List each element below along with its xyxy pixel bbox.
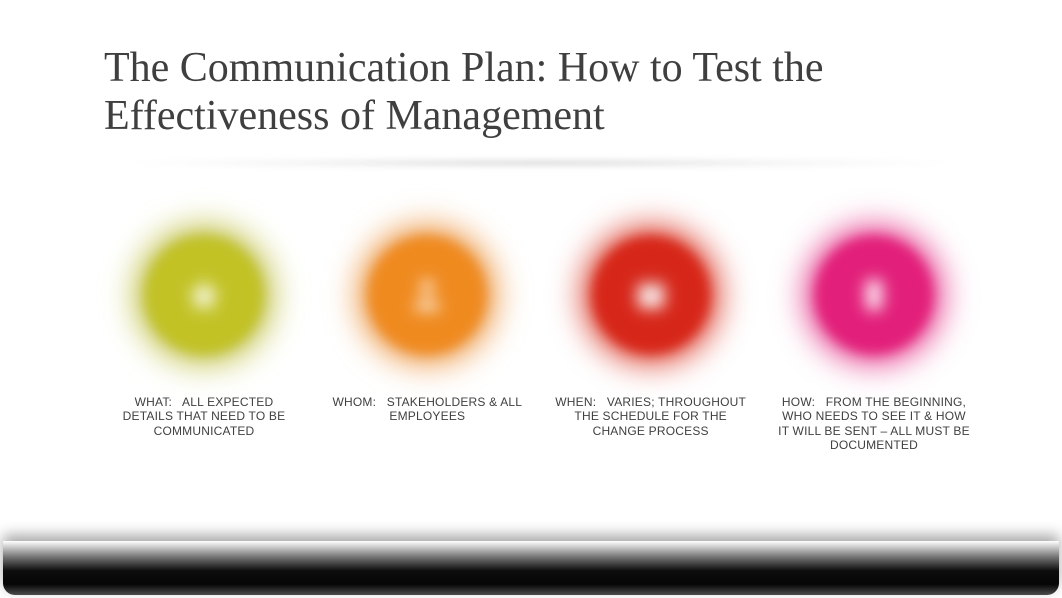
document-icon bbox=[854, 275, 894, 315]
item-what: WHAT: ALL EXPECTED DETAILS THAT NEED TO … bbox=[104, 215, 304, 453]
circle-core bbox=[593, 237, 709, 353]
bottom-bar bbox=[3, 541, 1059, 595]
circle-whom bbox=[347, 215, 507, 375]
circle-when bbox=[571, 215, 731, 375]
caption-how: HOW: FROM THE BEGINNING, WHO NEEDS TO SE… bbox=[774, 395, 974, 453]
circle-how bbox=[794, 215, 954, 375]
item-when: WHEN: VARIES; THROUGHOUT THE SCHEDULE FO… bbox=[551, 215, 751, 453]
caption-body: VARIES; THROUGHOUT THE SCHEDULE FOR THE … bbox=[574, 395, 746, 438]
circle-core bbox=[146, 237, 262, 353]
circle-core bbox=[369, 237, 485, 353]
caption-lead: WHEN: bbox=[555, 395, 596, 409]
caption-what: WHAT: ALL EXPECTED DETAILS THAT NEED TO … bbox=[104, 395, 304, 438]
circle-core bbox=[816, 237, 932, 353]
title-underline bbox=[104, 158, 974, 168]
caption-body: STAKEHOLDERS & ALL EMPLOYEES bbox=[387, 395, 522, 423]
people-icon bbox=[407, 275, 447, 315]
circle-what bbox=[124, 215, 284, 375]
item-how: HOW: FROM THE BEGINNING, WHO NEEDS TO SE… bbox=[774, 215, 974, 453]
calendar-icon bbox=[631, 275, 671, 315]
star-icon bbox=[184, 275, 224, 315]
slide: The Communication Plan: How to Test the … bbox=[0, 0, 1062, 598]
page-title: The Communication Plan: How to Test the … bbox=[104, 44, 864, 141]
caption-lead: WHOM: bbox=[332, 395, 376, 409]
item-whom: WHOM: STAKEHOLDERS & ALL EMPLOYEES bbox=[327, 215, 527, 453]
caption-when: WHEN: VARIES; THROUGHOUT THE SCHEDULE FO… bbox=[551, 395, 751, 438]
items-row: WHAT: ALL EXPECTED DETAILS THAT NEED TO … bbox=[104, 215, 974, 453]
caption-lead: HOW: bbox=[782, 395, 815, 409]
caption-lead: WHAT: bbox=[135, 395, 172, 409]
caption-whom: WHOM: STAKEHOLDERS & ALL EMPLOYEES bbox=[327, 395, 527, 424]
